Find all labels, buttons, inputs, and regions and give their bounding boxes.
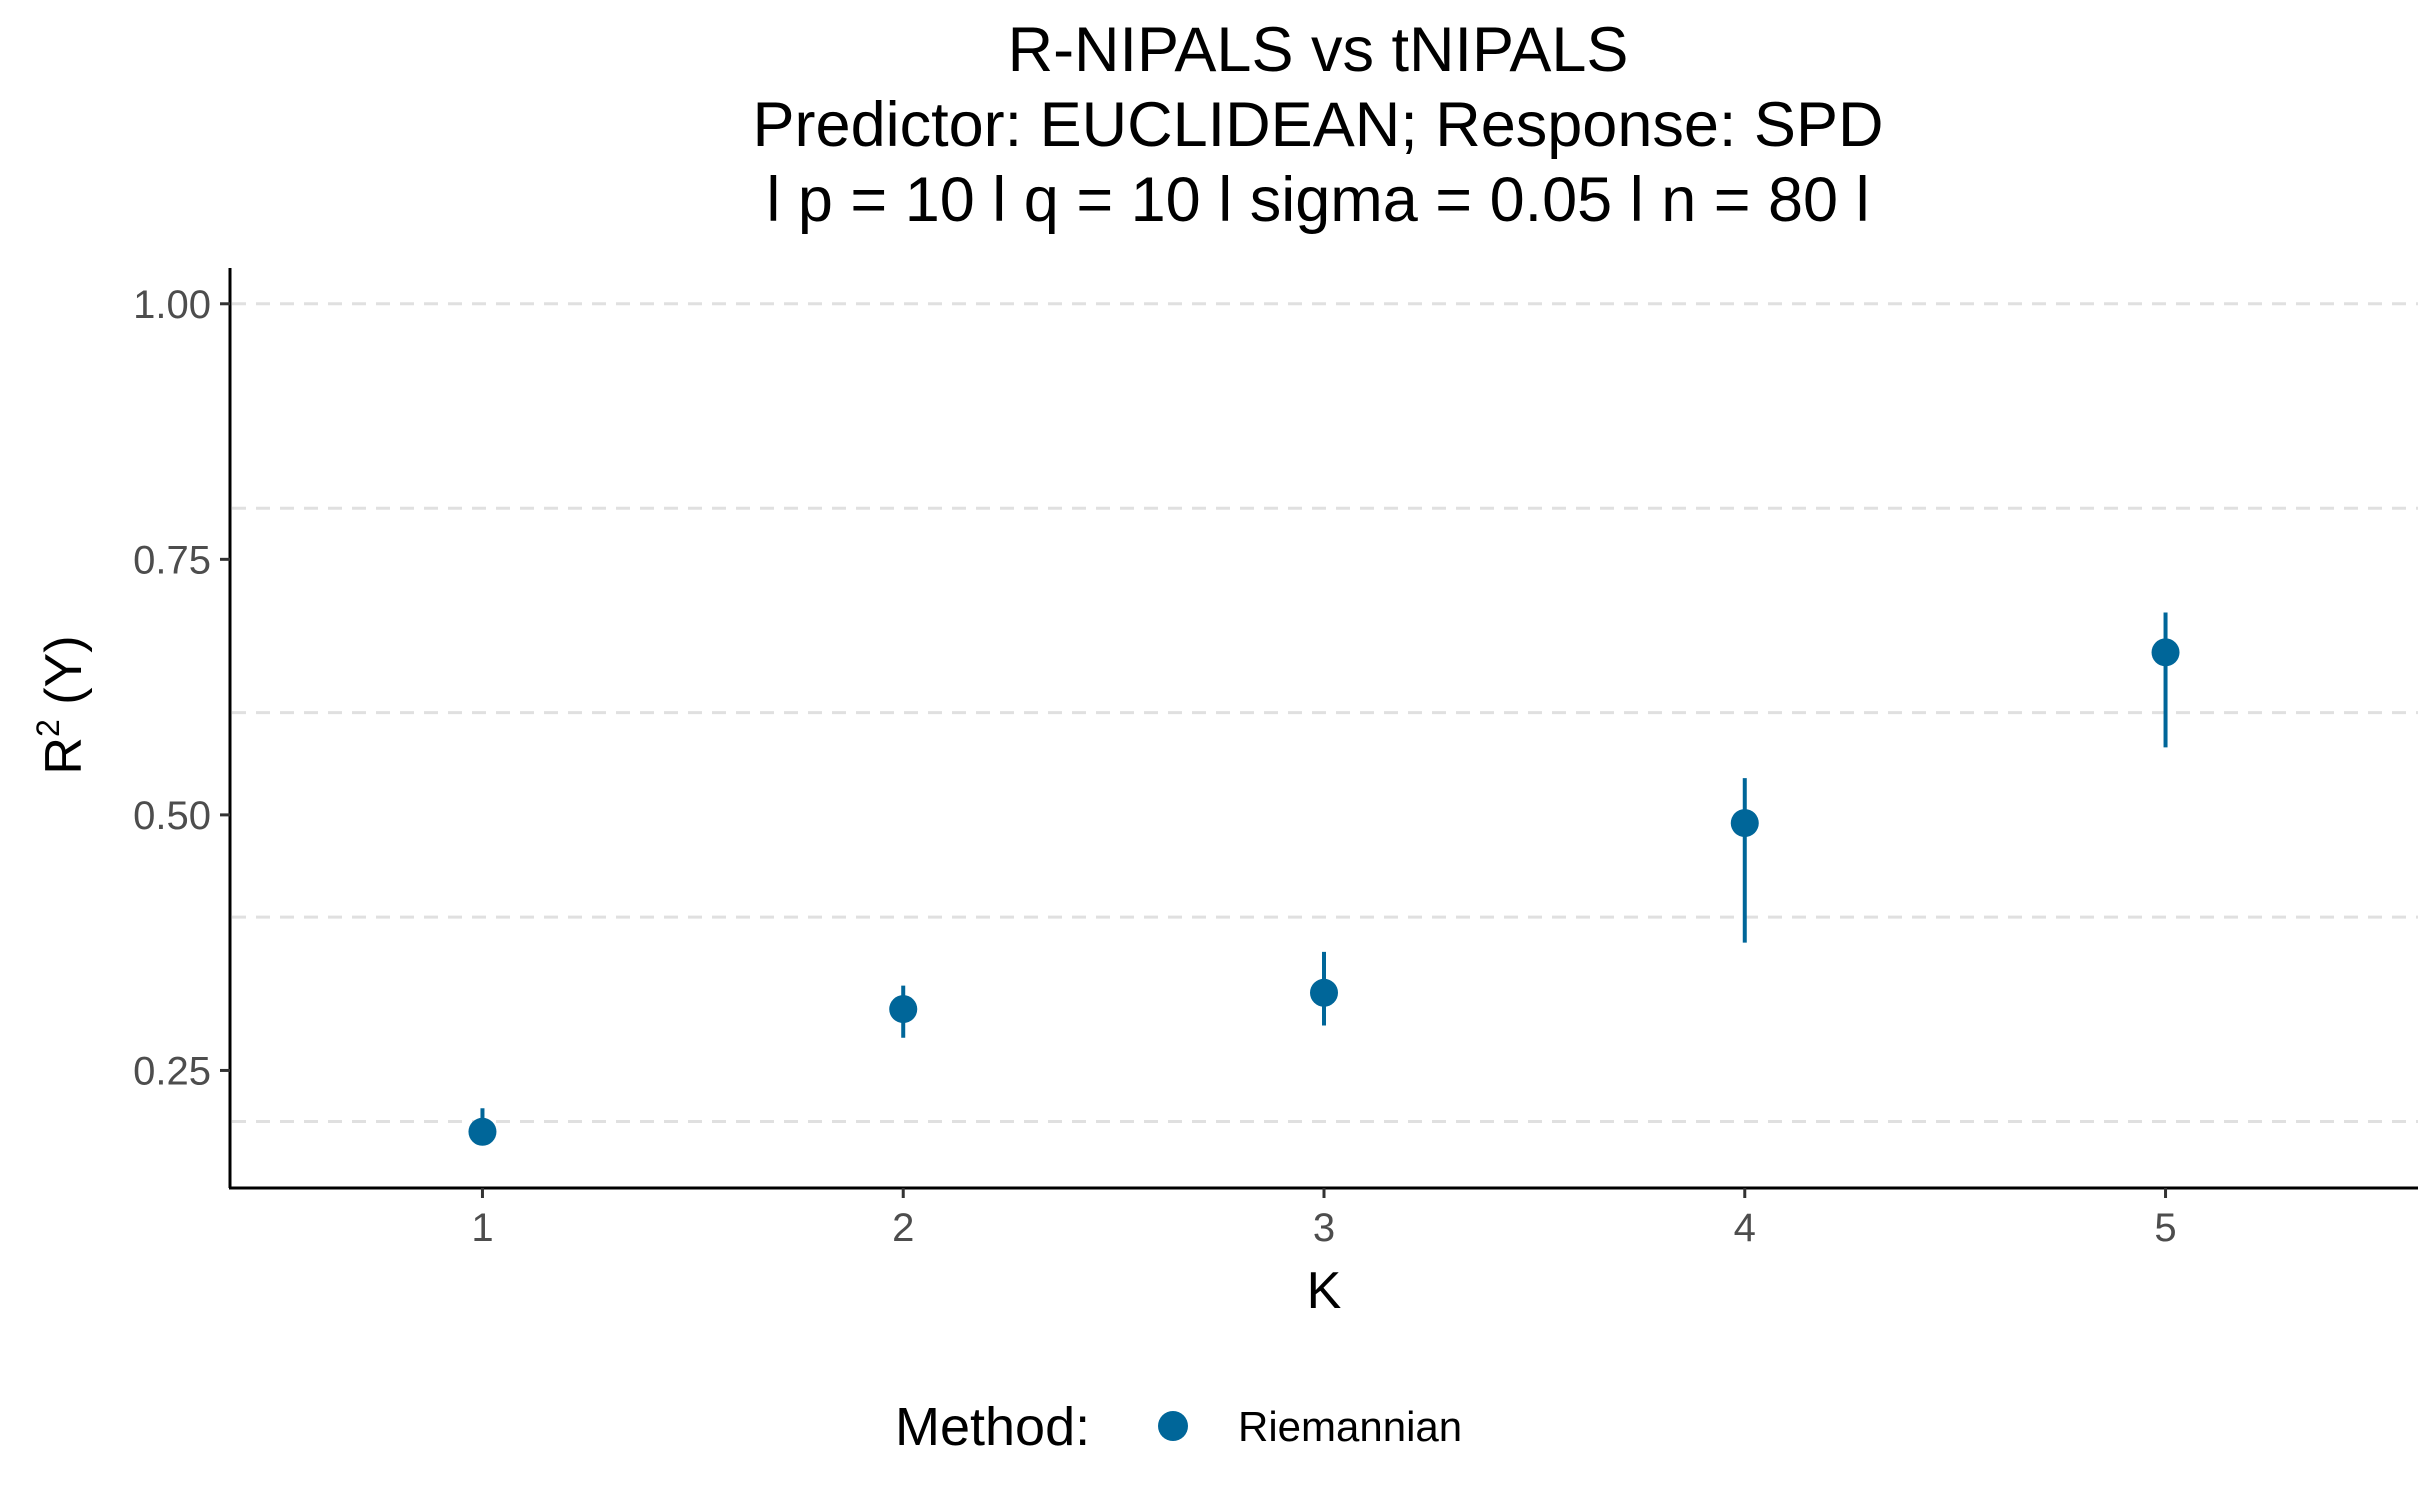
legend-label-riemannian: Riemannian [1238,1403,1462,1450]
legend: Method: Riemannian [895,1397,1462,1457]
legend-title: Method: [895,1397,1090,1457]
data-point [468,1117,497,1146]
chart-title-line-3: l p = 10 l q = 10 l sigma = 0.05 l n = 8… [766,165,1869,235]
chart-title-line-2: Predictor: EUCLIDEAN; Response: SPD [753,90,1884,160]
y-axis-title: R2 (Y) [30,635,93,774]
chart-title: R-NIPALS vs tNIPALS Predictor: EUCLIDEAN… [753,15,1884,235]
y-tick-label: 0.25 [133,1049,211,1093]
y-tick-label: 1.00 [133,283,211,327]
y-tick-label: 0.75 [133,538,211,582]
data-point [2151,638,2180,667]
y-axis-ticks: 0.25 0.50 0.75 1.00 [133,283,230,1093]
y-axis-title-main: R [35,737,93,775]
data-point [1310,978,1338,1007]
y-tick-label: 0.50 [133,794,211,838]
x-tick-label: 2 [892,1206,914,1250]
plot-panel: 0.25 0.50 0.75 1.00 1 2 3 4 5 [133,268,2418,1250]
gridlines [232,302,2418,1124]
y-axis-title-rest: (Y) [35,635,93,719]
data-point [1730,809,1759,838]
chart-title-line-1: R-NIPALS vs tNIPALS [1008,15,1629,85]
x-axis-title: K [1307,1262,1342,1320]
x-tick-label: 5 [2154,1206,2176,1250]
x-axis-ticks: 1 2 3 4 5 [471,1188,2177,1250]
data-series [468,612,2180,1146]
y-axis-title-superscript: 2 [30,719,66,737]
data-point [889,995,918,1024]
x-tick-label: 1 [471,1206,493,1250]
x-tick-label: 3 [1313,1206,1335,1250]
legend-key-riemannian [1158,1411,1188,1441]
x-tick-label: 4 [1734,1206,1756,1250]
